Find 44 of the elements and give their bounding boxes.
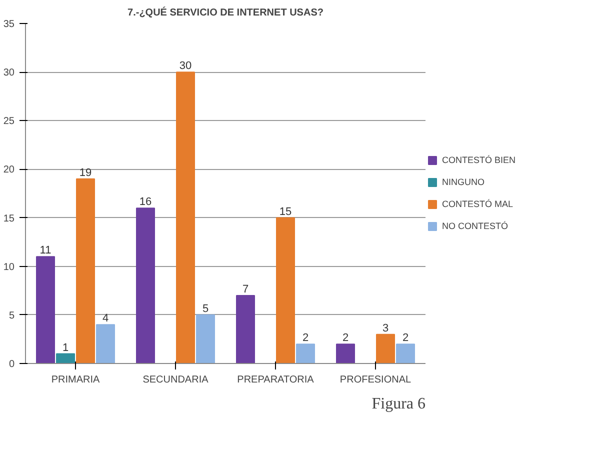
bar: [396, 344, 415, 364]
bar: [76, 178, 95, 364]
x-tick-label: PRIMARIA: [51, 374, 100, 386]
data-label: 11: [40, 244, 52, 257]
bar: [276, 217, 295, 364]
y-tick-label: 30: [3, 68, 15, 79]
data-label: 15: [279, 206, 292, 218]
chart-title: 7.-¿QUÉ SERVICIO DE INTERNET USAS?: [128, 6, 324, 18]
data-label: 2: [302, 332, 309, 344]
bar: [136, 208, 155, 364]
data-label: 7: [242, 284, 249, 296]
y-tick-label: 20: [3, 164, 15, 176]
text: Figura 6: [372, 396, 426, 412]
data-label: 4: [102, 312, 109, 325]
legend-label: NO CONTESTÓ: [442, 221, 508, 231]
x-tick-label: SECUNDARIA: [142, 374, 209, 386]
legend-label: CONTESTÓ BIEN: [442, 155, 516, 165]
data-label: 2: [402, 332, 409, 344]
y-tick-label: 35: [3, 19, 15, 30]
data-label: 16: [139, 196, 152, 208]
data-label: 1: [62, 342, 69, 354]
data-label: 19: [79, 166, 92, 179]
x-tick-label: PROFESIONAL: [340, 374, 412, 386]
data-label: 3: [382, 322, 389, 334]
bar: [96, 324, 115, 364]
bar: [56, 353, 75, 364]
y-tick-label: 0: [8, 359, 15, 370]
data-label: 30: [179, 60, 192, 72]
x-tick-label: PREPARATORIA: [237, 374, 314, 386]
y-tick-label: 15: [3, 213, 15, 224]
y-tick-label: 25: [3, 116, 15, 128]
bar: [176, 72, 195, 364]
bar: [236, 295, 255, 364]
y-tick-label: 5: [8, 310, 15, 322]
legend-label: NINGUNO: [442, 177, 484, 187]
bar: [196, 314, 215, 364]
y-tick-label: 10: [3, 262, 15, 273]
data-label: 5: [202, 302, 209, 315]
legend-label: CONTESTÓ MAL: [442, 199, 514, 209]
bar: [376, 334, 395, 364]
bar: [336, 344, 355, 364]
bar: [296, 344, 315, 364]
data-label: 2: [342, 332, 349, 344]
bar: [36, 256, 55, 364]
